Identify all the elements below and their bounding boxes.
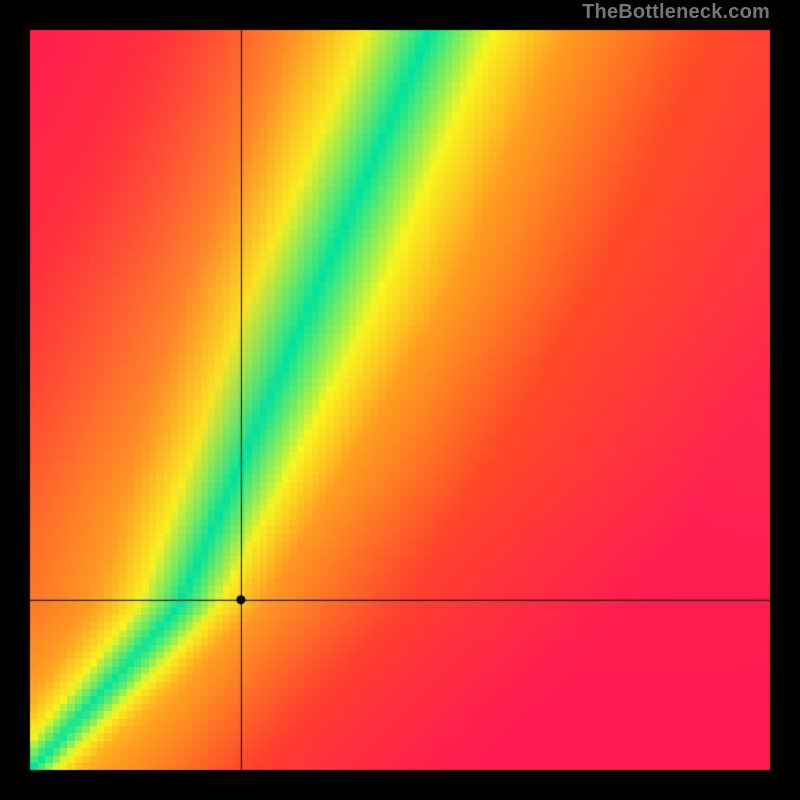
chart-container: TheBottleneck.com: [0, 0, 800, 800]
crosshair-overlay: [0, 0, 800, 800]
watermark-text: TheBottleneck.com: [582, 1, 770, 24]
